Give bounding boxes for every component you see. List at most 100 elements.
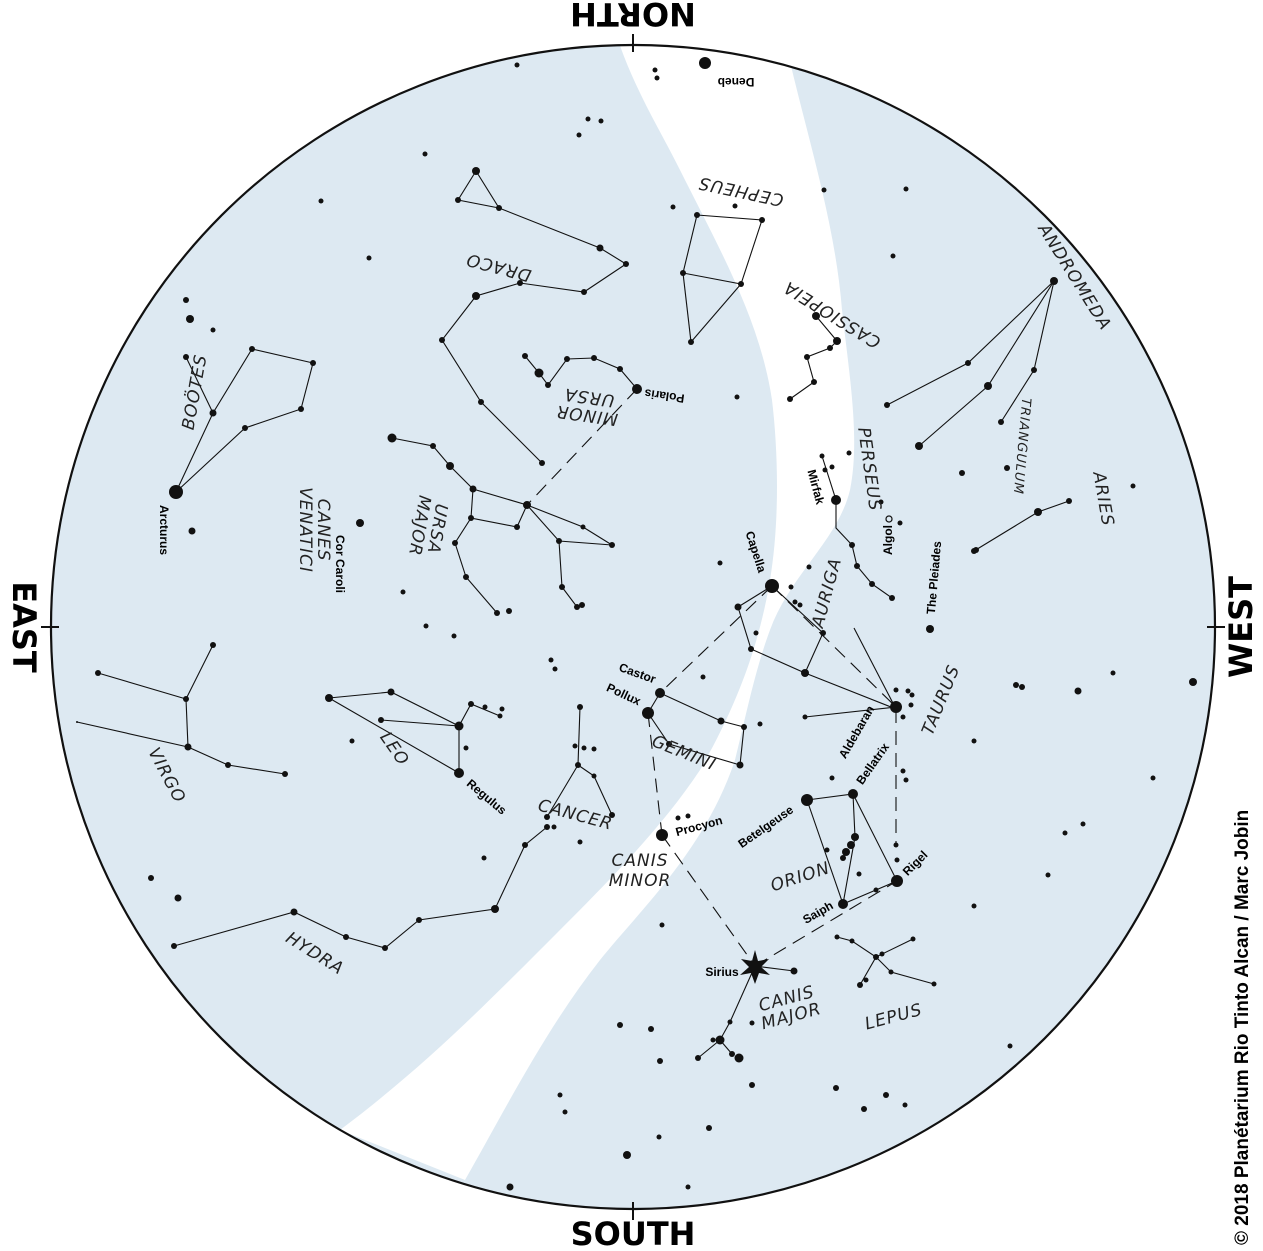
star — [496, 205, 502, 211]
star — [318, 198, 324, 204]
star — [378, 717, 384, 723]
star — [148, 875, 154, 881]
star-label-algol: Algol — [881, 525, 895, 555]
star — [812, 312, 820, 320]
guide-line — [661, 834, 756, 967]
star — [579, 602, 585, 608]
star — [727, 1019, 733, 1025]
star — [790, 967, 798, 975]
star — [757, 721, 763, 727]
star — [749, 1082, 755, 1088]
star — [556, 538, 562, 544]
star — [1007, 1043, 1013, 1049]
star — [971, 903, 977, 909]
constellation-line — [853, 627, 897, 710]
star — [557, 1092, 563, 1098]
star — [897, 520, 903, 526]
star — [884, 402, 890, 408]
star — [469, 485, 477, 493]
constellation-line — [457, 170, 501, 209]
north-label: NORTH — [570, 0, 696, 33]
star — [926, 625, 934, 633]
constellation-line — [454, 517, 498, 614]
star — [1074, 687, 1082, 695]
star — [819, 453, 825, 459]
star — [1110, 670, 1116, 676]
star — [617, 366, 623, 372]
star — [494, 610, 500, 616]
star — [183, 297, 189, 303]
star — [890, 253, 896, 259]
star — [971, 738, 977, 744]
star — [685, 813, 691, 819]
star — [514, 524, 520, 530]
star — [617, 1022, 623, 1028]
star — [893, 842, 899, 848]
constellation-line — [185, 698, 286, 775]
constellation-line — [804, 672, 897, 710]
star — [95, 670, 101, 676]
star — [838, 899, 848, 909]
star — [849, 938, 855, 944]
star — [523, 501, 531, 509]
star — [804, 354, 810, 360]
star — [792, 599, 798, 605]
constellation-canes-venatici: CANESVENATICI — [295, 487, 333, 573]
star — [883, 1092, 889, 1098]
star — [522, 842, 528, 848]
star — [298, 406, 304, 412]
star — [572, 743, 578, 749]
star — [544, 814, 550, 820]
star — [893, 687, 899, 693]
star — [1034, 508, 1042, 516]
star — [829, 775, 835, 781]
constellation-line — [173, 826, 548, 949]
star — [652, 67, 658, 73]
star — [598, 118, 604, 124]
star — [581, 745, 587, 751]
star — [873, 954, 879, 960]
star — [1019, 684, 1025, 690]
star — [879, 951, 885, 957]
star — [1150, 775, 1156, 781]
star — [481, 855, 487, 861]
star — [734, 394, 740, 400]
star — [310, 360, 316, 366]
star — [873, 887, 879, 893]
star — [806, 564, 812, 570]
star — [854, 563, 860, 569]
star — [909, 692, 915, 698]
star — [387, 433, 397, 443]
guide-line — [526, 388, 638, 506]
star — [609, 542, 615, 548]
star — [209, 409, 217, 417]
star — [1050, 277, 1058, 285]
star — [356, 519, 364, 527]
star — [863, 977, 869, 983]
star — [468, 701, 474, 707]
star — [1004, 465, 1010, 471]
star — [184, 743, 192, 751]
guide-line — [659, 585, 773, 694]
star — [76, 721, 78, 723]
star — [491, 905, 499, 913]
star-label-pleiades: The Pleiades — [924, 540, 944, 615]
star — [788, 584, 794, 590]
star — [514, 62, 520, 68]
star — [765, 579, 779, 593]
star — [831, 495, 841, 505]
star — [891, 875, 903, 887]
star — [1045, 872, 1051, 878]
guide-line — [771, 585, 897, 708]
star — [522, 353, 528, 359]
star — [655, 688, 665, 698]
star — [861, 1106, 867, 1112]
star — [729, 1051, 735, 1057]
star — [811, 379, 817, 385]
star — [734, 1053, 744, 1063]
star — [857, 982, 863, 988]
star — [801, 669, 809, 677]
star — [824, 847, 830, 853]
star — [545, 382, 551, 388]
star — [366, 255, 372, 261]
